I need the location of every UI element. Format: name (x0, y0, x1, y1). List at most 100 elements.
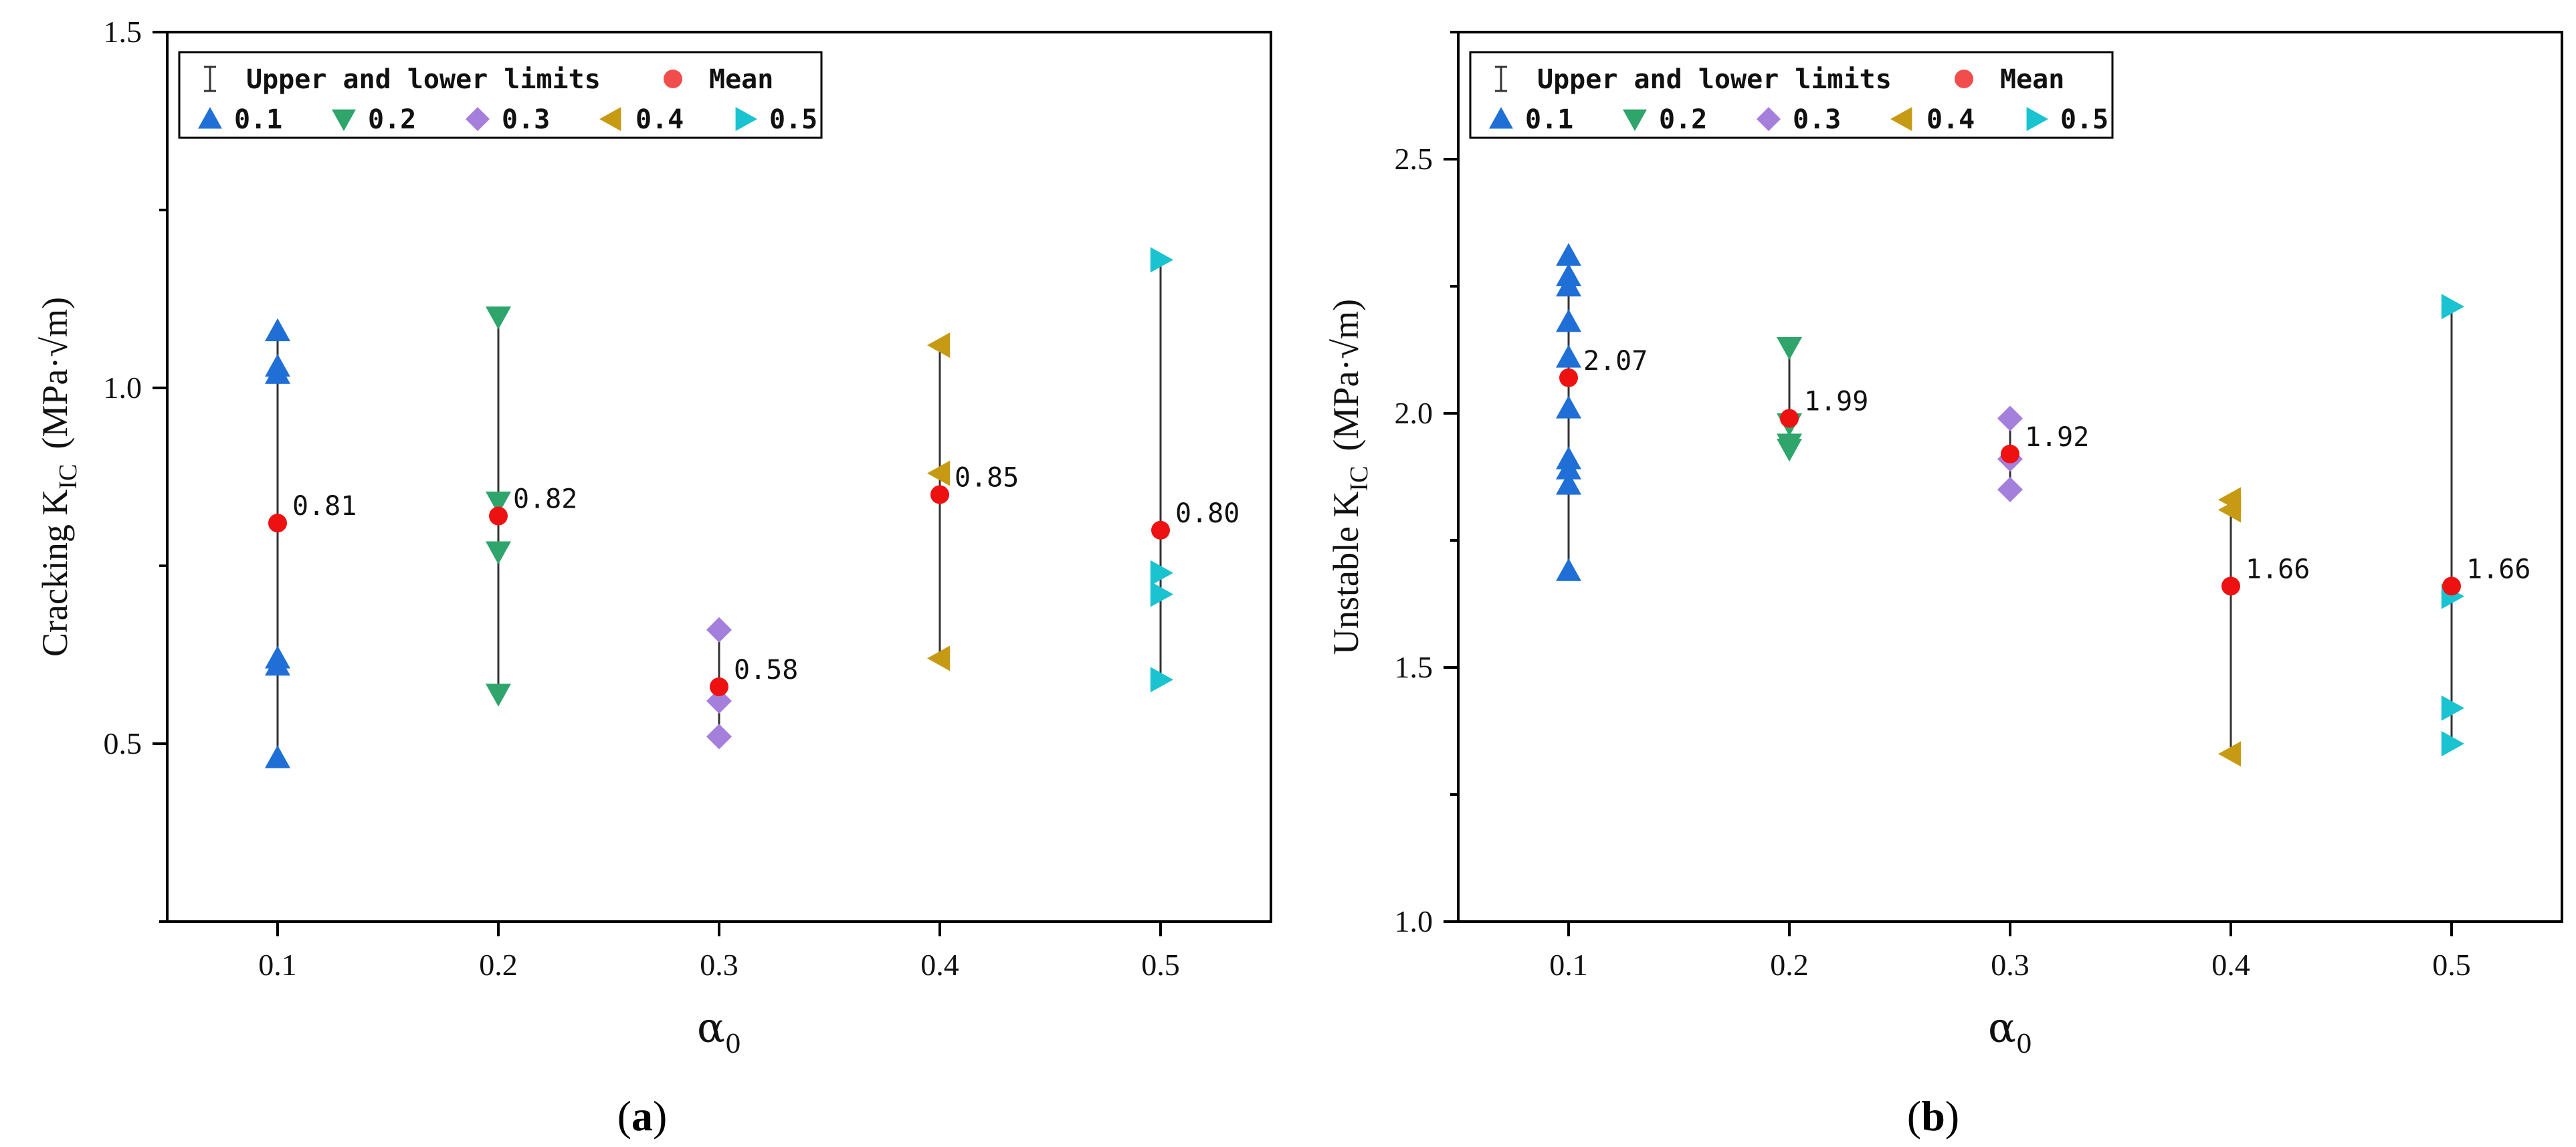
legend-marker-0.5 (735, 107, 757, 131)
x-axis-title: α0 (1988, 1003, 2032, 1059)
data-point (486, 306, 511, 330)
data-point (1556, 395, 1581, 419)
y-tick-label: 1.0 (1395, 904, 1433, 938)
mean-label: 0.82 (513, 484, 577, 515)
data-point (2218, 497, 2242, 523)
data-point (2218, 741, 2242, 767)
series-0.5: 1.66 (2441, 294, 2531, 756)
legend-mean-label: Mean (709, 64, 773, 95)
mean-point (489, 506, 508, 526)
legend-series-label: 0.1 (1525, 104, 1573, 135)
legend-series-label: 0.5 (769, 104, 817, 135)
legend-marker-0.1 (198, 107, 222, 129)
panel-label: (a) (617, 1092, 668, 1140)
data-point (1556, 472, 1581, 495)
y-tick-label: 2.0 (1395, 396, 1433, 430)
legend-range-label: Upper and lower limits (246, 64, 601, 95)
legend-series-label: 0.2 (1659, 104, 1707, 135)
data-point (927, 332, 951, 358)
mean-label: 0.80 (1175, 498, 1240, 529)
x-tick-label: 0.5 (2432, 948, 2471, 982)
data-point (927, 460, 951, 486)
data-point (1556, 243, 1581, 266)
data-point (1556, 558, 1581, 581)
mean-label: 1.92 (2025, 422, 2089, 453)
x-tick-label: 0.5 (1141, 948, 1180, 982)
data-point (1556, 309, 1581, 332)
legend-mean-label: Mean (2000, 64, 2064, 95)
data-point (706, 688, 732, 714)
mean-point (268, 514, 287, 533)
data-point (1777, 337, 1802, 360)
legend-series-label: 0.3 (1793, 104, 1841, 135)
y-tick-label: 1.5 (104, 15, 142, 49)
x-tick-label: 0.2 (479, 948, 518, 982)
data-point (265, 318, 290, 342)
series-0.2: 0.82 (486, 306, 577, 707)
data-point (486, 684, 511, 707)
x-tick-label: 0.2 (1770, 948, 1809, 982)
panel-label: (b) (1907, 1092, 1959, 1140)
data-point (2441, 294, 2464, 320)
chart-panel-a: 0.5 1.0 1.5 0.1 0.2 0.3 0.4 0.5 α0 Cracking KIC(M… (35, 15, 1272, 1140)
mean-label: 0.85 (955, 463, 1019, 494)
data-point (1556, 274, 1581, 297)
mean-point (930, 485, 949, 504)
legend-series-label: 0.2 (368, 104, 416, 135)
legend-box (178, 51, 823, 139)
y-tick-label: 2.5 (1395, 142, 1433, 176)
legend-mean-icon (664, 70, 682, 88)
data-point (486, 541, 511, 564)
legend-marker-0.5 (2026, 107, 2048, 131)
y-axis-title: Cracking KIC(MPa·√m) (35, 297, 82, 657)
series-0.1: 2.07 (1556, 243, 1648, 581)
legend: Upper and lower limits Mean 0.1 0.2 0.3 0.4 0.… (178, 51, 823, 139)
legend-series-label: 0.4 (635, 104, 684, 135)
mean-label: 2.07 (1583, 346, 1648, 377)
legend-series-label: 0.3 (502, 104, 550, 135)
mean-label: 0.81 (292, 491, 357, 522)
plot-frame (166, 31, 1272, 923)
data-point (1150, 560, 1173, 586)
data-point (1150, 581, 1173, 607)
data-point (1777, 439, 1802, 462)
legend-series-label: 0.4 (1926, 104, 1975, 135)
legend-mean-icon (1955, 70, 1973, 88)
y-tick-label: 0.5 (104, 726, 142, 760)
series-0.2: 1.99 (1777, 337, 1868, 462)
series-0.5: 0.80 (1150, 247, 1240, 693)
mean-point (1151, 520, 1170, 540)
mean-point (1559, 368, 1578, 387)
y-axis-title: Unstable KIC(MPa·√m) (1326, 299, 1373, 655)
series-0.4: 1.66 (2218, 487, 2310, 767)
x-tick-label: 0.4 (920, 948, 959, 982)
data-point (1150, 247, 1173, 273)
mean-point (1780, 409, 1799, 428)
mean-point (2001, 444, 2019, 463)
data-point (2441, 731, 2464, 756)
mean-label: 1.66 (2466, 554, 2531, 585)
legend-range-label: Upper and lower limits (1537, 64, 1892, 95)
legend-marker-0.4 (1890, 107, 1912, 131)
legend-series-label: 0.5 (2060, 104, 2108, 135)
mean-label: 0.58 (734, 655, 798, 686)
data-point (265, 652, 290, 676)
mean-point (2442, 577, 2461, 596)
data-point (486, 492, 511, 515)
data-point (2441, 695, 2464, 721)
legend-marker-0.1 (1489, 107, 1513, 129)
series-0.3: 1.92 (1997, 405, 2089, 502)
data-point (1997, 405, 2023, 431)
x-tick-label: 0.1 (1549, 948, 1588, 982)
series-0.1: 0.81 (265, 318, 357, 768)
data-point (1556, 344, 1581, 368)
data-point (706, 617, 732, 643)
chart-panel-b: 1.0 1.5 2.0 2.5 0.1 0.2 0.3 0.4 0.5 α0 Unstable KI… (1326, 31, 2563, 1140)
legend-marker-0.2 (1623, 109, 1647, 131)
series-0.4: 0.85 (927, 332, 1019, 671)
x-tick-label: 0.3 (1991, 948, 2029, 982)
legend-marker-0.4 (599, 107, 621, 131)
data-point (706, 724, 732, 750)
data-point (927, 645, 951, 671)
